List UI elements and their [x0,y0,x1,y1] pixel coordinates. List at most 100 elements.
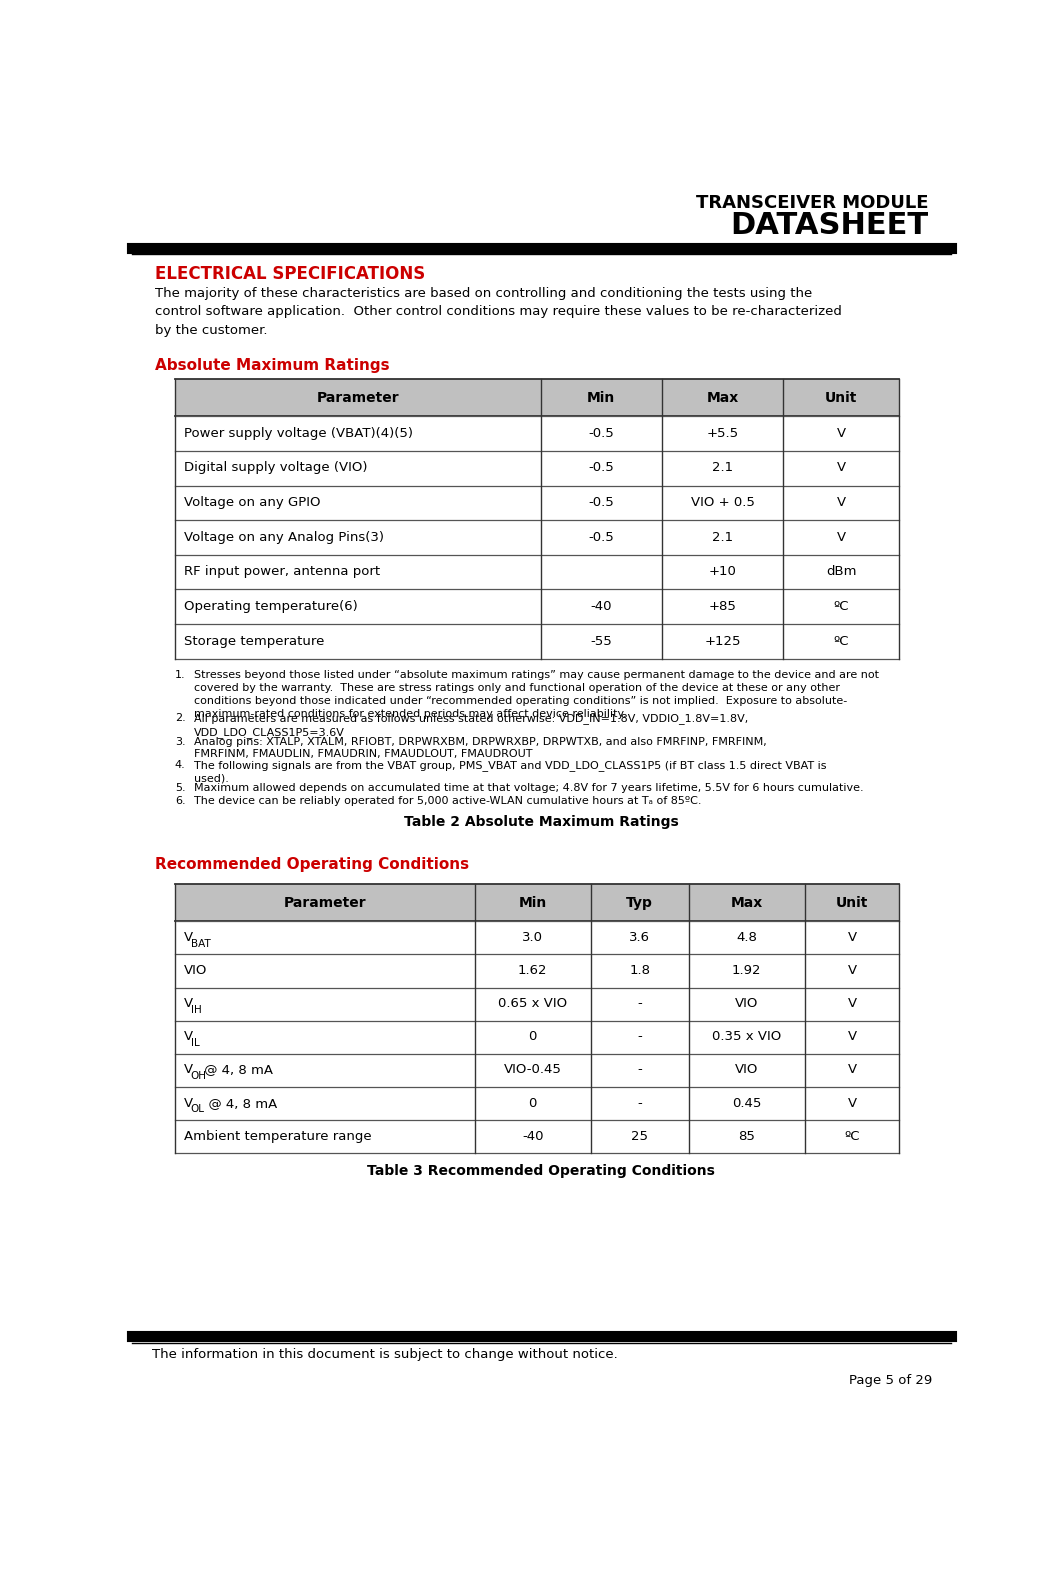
Text: V: V [848,1031,856,1043]
Text: 1.8: 1.8 [629,963,650,977]
Text: @ 4, 8 mA: @ 4, 8 mA [201,1064,274,1076]
Text: V: V [837,496,846,508]
Text: -: - [637,1031,642,1043]
Text: 2.1: 2.1 [712,530,734,543]
Text: Stresses beyond those listed under “absolute maximum ratings” may cause permanen: Stresses beyond those listed under “abso… [194,670,879,719]
Text: V: V [184,1097,193,1109]
Text: BAT: BAT [190,938,210,949]
Text: Max: Max [730,896,763,910]
Text: IL: IL [190,1037,200,1048]
Text: Digital supply voltage (VIO): Digital supply voltage (VIO) [184,461,368,474]
Text: +10: +10 [709,565,737,579]
Text: 3.6: 3.6 [629,930,650,945]
Text: 4.8: 4.8 [737,930,757,945]
Text: -: - [637,998,642,1010]
Text: IH: IH [190,1004,201,1015]
Text: Storage temperature: Storage temperature [184,634,324,648]
Text: +125: +125 [704,634,741,648]
Text: V: V [184,1031,193,1043]
Text: 0.65 x VIO: 0.65 x VIO [498,998,568,1010]
Text: Table 3 Recommended Operating Conditions: Table 3 Recommended Operating Conditions [368,1164,716,1178]
Text: 25: 25 [631,1130,648,1142]
Text: ºC: ºC [845,1130,859,1142]
Text: dBm: dBm [826,565,856,579]
Text: V: V [848,930,856,945]
Text: 2.1: 2.1 [712,461,734,474]
Text: RF input power, antenna port: RF input power, antenna port [184,565,381,579]
Text: ºC: ºC [834,634,849,648]
Text: -0.5: -0.5 [588,461,614,474]
Text: V: V [848,1064,856,1076]
Text: TRANSCEIVER MODULE: TRANSCEIVER MODULE [696,195,928,212]
Text: V: V [184,930,193,945]
Text: Min: Min [519,896,546,910]
Text: Absolute Maximum Ratings: Absolute Maximum Ratings [155,358,390,373]
Text: -40: -40 [522,1130,543,1142]
Text: 3.0: 3.0 [522,930,543,945]
Text: 1.: 1. [174,670,185,681]
Text: VIO: VIO [735,998,758,1010]
Text: Page 5 of 29: Page 5 of 29 [849,1374,932,1387]
Text: Min: Min [587,391,615,405]
Text: +5.5: +5.5 [707,427,739,439]
Text: Parameter: Parameter [283,896,367,910]
Text: Unit: Unit [836,896,868,910]
Text: All parameters are measured as follows unless stated otherwise: VDD_IN=1.8V, VDD: All parameters are measured as follows u… [194,714,748,737]
Text: Maximum allowed depends on accumulated time at that voltage; 4.8V for 7 years li: Maximum allowed depends on accumulated t… [194,783,864,792]
Text: V: V [837,530,846,543]
Text: 3.: 3. [174,736,185,747]
Text: 0.35 x VIO: 0.35 x VIO [712,1031,781,1043]
Text: The information in this document is subject to change without notice.: The information in this document is subj… [151,1348,617,1360]
Text: V: V [848,1097,856,1109]
Text: 85: 85 [738,1130,755,1142]
Bar [174,885,900,921]
Text: Unit: Unit [826,391,857,405]
Text: The device can be reliably operated for 5,000 active-WLAN cumulative hours at Tₐ: The device can be reliably operated for … [194,795,702,806]
Text: V: V [184,1064,193,1076]
Text: 0: 0 [528,1097,537,1109]
Text: -55: -55 [590,634,612,648]
Text: Voltage on any Analog Pins(3): Voltage on any Analog Pins(3) [184,530,384,543]
Text: The following signals are from the VBAT group, PMS_VBAT and VDD_LDO_CLASS1P5 (if: The following signals are from the VBAT … [194,759,827,783]
Text: 1.92: 1.92 [731,963,761,977]
Text: VIO: VIO [184,963,207,977]
Text: OH: OH [190,1072,206,1081]
Text: 4.: 4. [174,759,185,770]
Text: 2.: 2. [174,714,185,723]
Text: V: V [837,461,846,474]
Text: VIO: VIO [735,1064,758,1076]
Text: V: V [848,963,856,977]
Text: ELECTRICAL SPECIFICATIONS: ELECTRICAL SPECIFICATIONS [155,265,426,284]
Text: 0.45: 0.45 [733,1097,761,1109]
Text: Operating temperature(6): Operating temperature(6) [184,599,358,613]
Text: @ 4, 8 mA: @ 4, 8 mA [201,1097,278,1109]
Text: -0.5: -0.5 [588,530,614,543]
Text: -0.5: -0.5 [588,427,614,439]
Text: -0.5: -0.5 [588,496,614,508]
Bar [174,380,900,416]
Text: 6.: 6. [174,795,185,806]
Text: Table 2 Absolute Maximum Ratings: Table 2 Absolute Maximum Ratings [404,814,679,828]
Text: DATASHEET: DATASHEET [730,212,928,240]
Text: 1.62: 1.62 [518,963,548,977]
Text: +85: +85 [709,599,737,613]
Text: 0: 0 [528,1031,537,1043]
Text: Power supply voltage (VBAT)(4)(5): Power supply voltage (VBAT)(4)(5) [184,427,413,439]
Text: VIO + 0.5: VIO + 0.5 [690,496,755,508]
Text: V: V [837,427,846,439]
Text: Max: Max [706,391,739,405]
Text: V: V [184,998,193,1010]
Text: Voltage on any GPIO: Voltage on any GPIO [184,496,320,508]
Text: V: V [848,998,856,1010]
Text: Ambient temperature range: Ambient temperature range [184,1130,372,1142]
Text: -: - [637,1097,642,1109]
Text: OL: OL [190,1105,205,1114]
Text: Parameter: Parameter [316,391,398,405]
Text: The majority of these characteristics are based on controlling and conditioning : The majority of these characteristics ar… [155,287,842,337]
Text: Typ: Typ [627,896,653,910]
Text: Recommended Operating Conditions: Recommended Operating Conditions [155,857,469,872]
Text: 5.: 5. [174,783,185,792]
Text: -: - [637,1064,642,1076]
Text: Analog pins: XTALP, XTALM, RFIOBT, DRPWRXBM, DRPWRXBP, DRPWTXB, and also FMRFINP: Analog pins: XTALP, XTALM, RFIOBT, DRPWR… [194,736,767,759]
Text: VIO-0.45: VIO-0.45 [504,1064,561,1076]
